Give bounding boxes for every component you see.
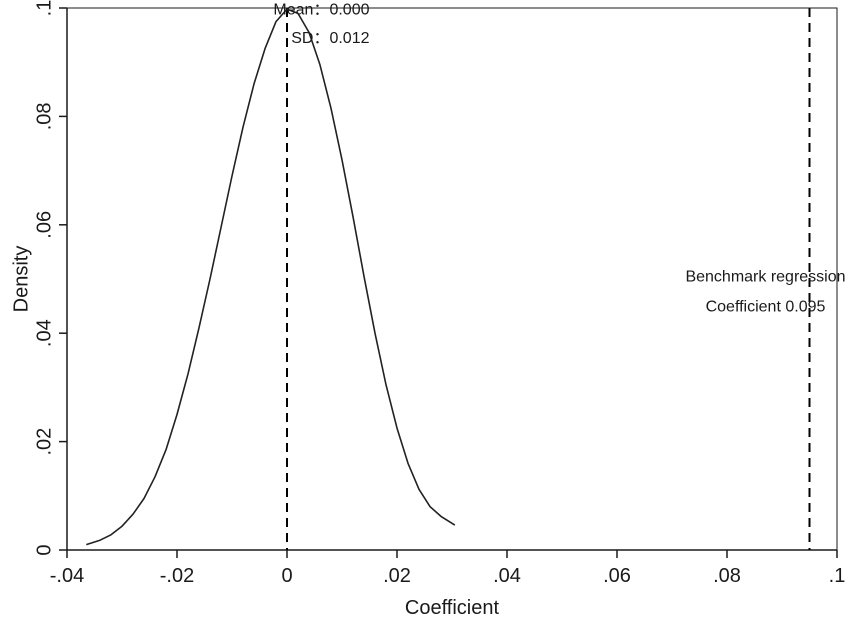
y-tick-label: .04 <box>33 319 55 347</box>
y-axis-title: Density <box>10 246 32 313</box>
reference-lines <box>286 8 811 550</box>
annotation-label: Mean：0.000 <box>273 2 369 19</box>
annotation-label: SD：0.012 <box>291 30 369 47</box>
x-axis-title: Coefficient <box>405 597 500 619</box>
x-tick-label: .06 <box>603 565 631 587</box>
axes <box>66 7 838 551</box>
ticks: -.04 -.02 0 .02 .04 .06 .08 .1 0 .02 .04 .06 .08 .1 <box>33 0 845 587</box>
x-tick-label: -.04 <box>50 565 84 587</box>
x-tick-label: .1 <box>829 565 846 587</box>
annotation-label: Benchmark regression <box>685 269 845 286</box>
y-tick-label: 0 <box>33 544 55 555</box>
x-tick-label: .08 <box>713 565 741 587</box>
annotation-label: Coefficient 0.095 <box>706 299 826 316</box>
annotations: Mean：0.000 SD：0.012 Benchmark regression Co… <box>273 2 845 316</box>
y-tick-label: .1 <box>33 0 55 16</box>
x-tick-label: .04 <box>493 565 521 587</box>
x-tick-label: .02 <box>383 565 411 587</box>
y-tick-label: .02 <box>33 428 55 456</box>
density-curve <box>86 8 456 546</box>
x-tick-label: -.02 <box>160 565 194 587</box>
y-tick-label: .06 <box>33 211 55 239</box>
x-tick-label: 0 <box>281 565 292 587</box>
series <box>86 8 456 546</box>
y-tick-label: .08 <box>33 102 55 130</box>
